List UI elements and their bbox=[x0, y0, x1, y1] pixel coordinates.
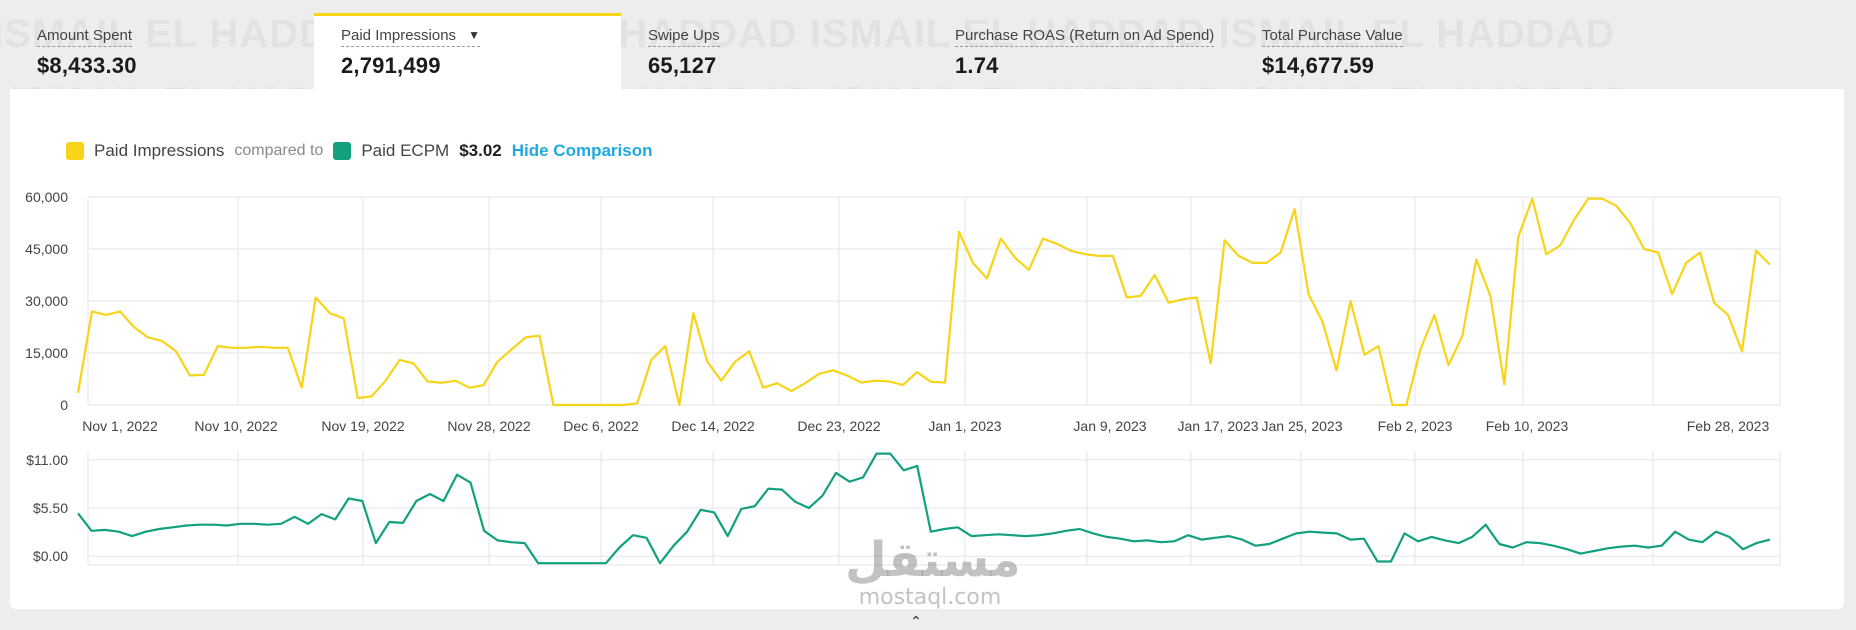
metric-label: Paid Impressions ▼ bbox=[341, 27, 480, 47]
metric-label-text: Paid Impressions bbox=[341, 27, 457, 44]
chart-panel bbox=[10, 89, 1844, 609]
logo-arabic: مستقل bbox=[845, 532, 1021, 588]
x-tick-label: Dec 14, 2022 bbox=[671, 418, 754, 434]
x-tick-label: Dec 6, 2022 bbox=[563, 418, 639, 434]
x-tick-label: Feb 28, 2023 bbox=[1687, 418, 1770, 434]
metric-total-purchase-value[interactable]: Total Purchase Value $14,677.59 bbox=[1235, 13, 1542, 89]
x-tick-label: Feb 10, 2023 bbox=[1486, 418, 1569, 434]
mostaql-logo: مستقل mostaql.com bbox=[845, 532, 1021, 610]
metric-value: 2,791,499 bbox=[341, 53, 441, 78]
y-tick-label: 30,000 bbox=[25, 293, 68, 309]
metric-label: Total Purchase Value bbox=[1262, 27, 1403, 47]
metric-label: Amount Spent bbox=[37, 27, 133, 47]
y-tick-label: $0.00 bbox=[33, 548, 68, 564]
y-tick-label: $5.50 bbox=[33, 500, 68, 516]
primary-series-swatch bbox=[66, 142, 84, 160]
x-tick-label: Jan 1, 2023 bbox=[928, 418, 1001, 434]
chevron-up-icon[interactable]: ⌃ bbox=[910, 613, 922, 629]
x-tick-label: Nov 1, 2022 bbox=[82, 418, 158, 434]
metric-purchase-roas[interactable]: Purchase ROAS (Return on Ad Spend) 1.74 bbox=[928, 13, 1235, 89]
primary-series-label: Paid Impressions bbox=[94, 141, 225, 160]
y-tick-label: $11.00 bbox=[26, 452, 68, 468]
x-tick-label: Jan 25, 2023 bbox=[1262, 418, 1343, 434]
caret-down-icon[interactable]: ▼ bbox=[468, 28, 480, 42]
metric-paid-impressions[interactable]: Paid Impressions ▼ 2,791,499 bbox=[314, 13, 621, 89]
secondary-series-label[interactable]: Paid ECPM bbox=[361, 141, 450, 160]
secondary-series-swatch bbox=[333, 142, 352, 160]
x-tick-label: Nov 28, 2022 bbox=[447, 418, 530, 434]
ecpm-chart: $11.00 $5.50 $0.00 bbox=[26, 451, 1781, 566]
impressions-series-line bbox=[76, 197, 1771, 407]
y-tick-label: 15,000 bbox=[25, 345, 68, 361]
y-tick-label: 45,000 bbox=[25, 241, 68, 257]
hide-comparison-link[interactable]: Hide Comparison bbox=[511, 141, 653, 160]
compared-to-label: compared to bbox=[234, 142, 324, 159]
x-tick-label: Dec 23, 2022 bbox=[797, 418, 880, 434]
metric-swipe-ups[interactable]: Swipe Ups 65,127 bbox=[621, 13, 928, 89]
metric-label: Swipe Ups bbox=[648, 27, 720, 47]
x-tick-label: Nov 10, 2022 bbox=[194, 418, 277, 434]
metric-value: 1.74 bbox=[955, 53, 999, 78]
x-tick-label: Feb 2, 2023 bbox=[1378, 418, 1453, 434]
x-tick-label: Jan 17, 2023 bbox=[1178, 418, 1259, 434]
metric-value: $14,677.59 bbox=[1262, 53, 1375, 78]
y-tick-label: 0 bbox=[60, 397, 68, 413]
logo-latin: mostaql.com bbox=[858, 585, 1002, 610]
ecpm-series-line bbox=[77, 452, 1771, 565]
metric-value: 65,127 bbox=[648, 53, 717, 78]
x-tick-label: Jan 9, 2023 bbox=[1073, 418, 1146, 434]
impressions-chart: 60,000 45,000 30,000 15,000 0 Nov 1, 2022 Nov … bbox=[25, 189, 1781, 434]
metric-bar: Amount Spent $8,433.30 Paid Impressions ▼… bbox=[10, 13, 1844, 89]
x-tick-label: Nov 19, 2022 bbox=[321, 418, 404, 434]
metric-amount-spent[interactable]: Amount Spent $8,433.30 bbox=[10, 13, 314, 89]
y-tick-label: 60,000 bbox=[25, 189, 68, 205]
chart-legend: Paid Impressions compared to Paid ECPM $… bbox=[66, 140, 653, 162]
secondary-series-value: $3.02 bbox=[459, 141, 502, 160]
metric-value: $8,433.30 bbox=[37, 53, 137, 78]
metric-label: Purchase ROAS (Return on Ad Spend) bbox=[955, 27, 1215, 47]
